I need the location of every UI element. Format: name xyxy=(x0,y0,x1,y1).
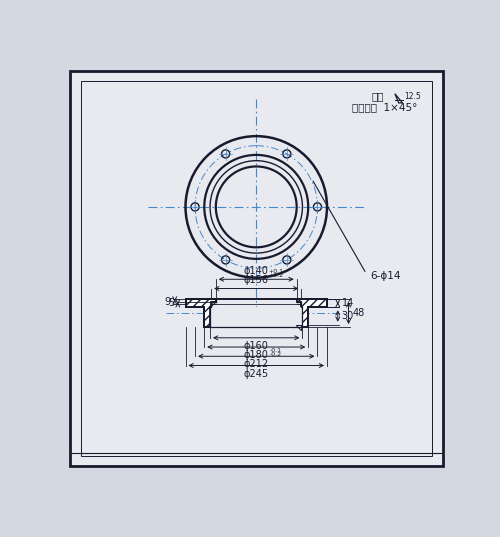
Text: -0.1: -0.1 xyxy=(269,348,281,353)
Text: 30: 30 xyxy=(342,311,354,321)
Text: +0.1: +0.1 xyxy=(268,269,283,274)
Text: ϕ160: ϕ160 xyxy=(244,341,268,351)
Text: +0.2: +0.2 xyxy=(268,273,283,278)
Text: ϕ245: ϕ245 xyxy=(244,368,269,379)
Text: 9: 9 xyxy=(165,297,171,307)
Text: 其余: 其余 xyxy=(372,91,384,101)
Text: 6-ϕ14: 6-ϕ14 xyxy=(370,271,400,281)
Text: -0.2: -0.2 xyxy=(269,352,281,357)
Bar xyxy=(210,307,302,327)
Text: ϕ140: ϕ140 xyxy=(244,266,268,276)
Text: ϕ180: ϕ180 xyxy=(244,350,268,360)
Polygon shape xyxy=(186,299,216,327)
Polygon shape xyxy=(296,299,327,327)
Text: 5: 5 xyxy=(168,299,174,308)
Text: ϕ156: ϕ156 xyxy=(244,275,269,286)
Text: 48: 48 xyxy=(352,308,364,318)
Text: 未注倒角  1×45°: 未注倒角 1×45° xyxy=(352,102,418,112)
Text: ϕ212: ϕ212 xyxy=(244,359,269,369)
Text: 12.5: 12.5 xyxy=(404,92,421,101)
Text: 14: 14 xyxy=(342,299,354,308)
